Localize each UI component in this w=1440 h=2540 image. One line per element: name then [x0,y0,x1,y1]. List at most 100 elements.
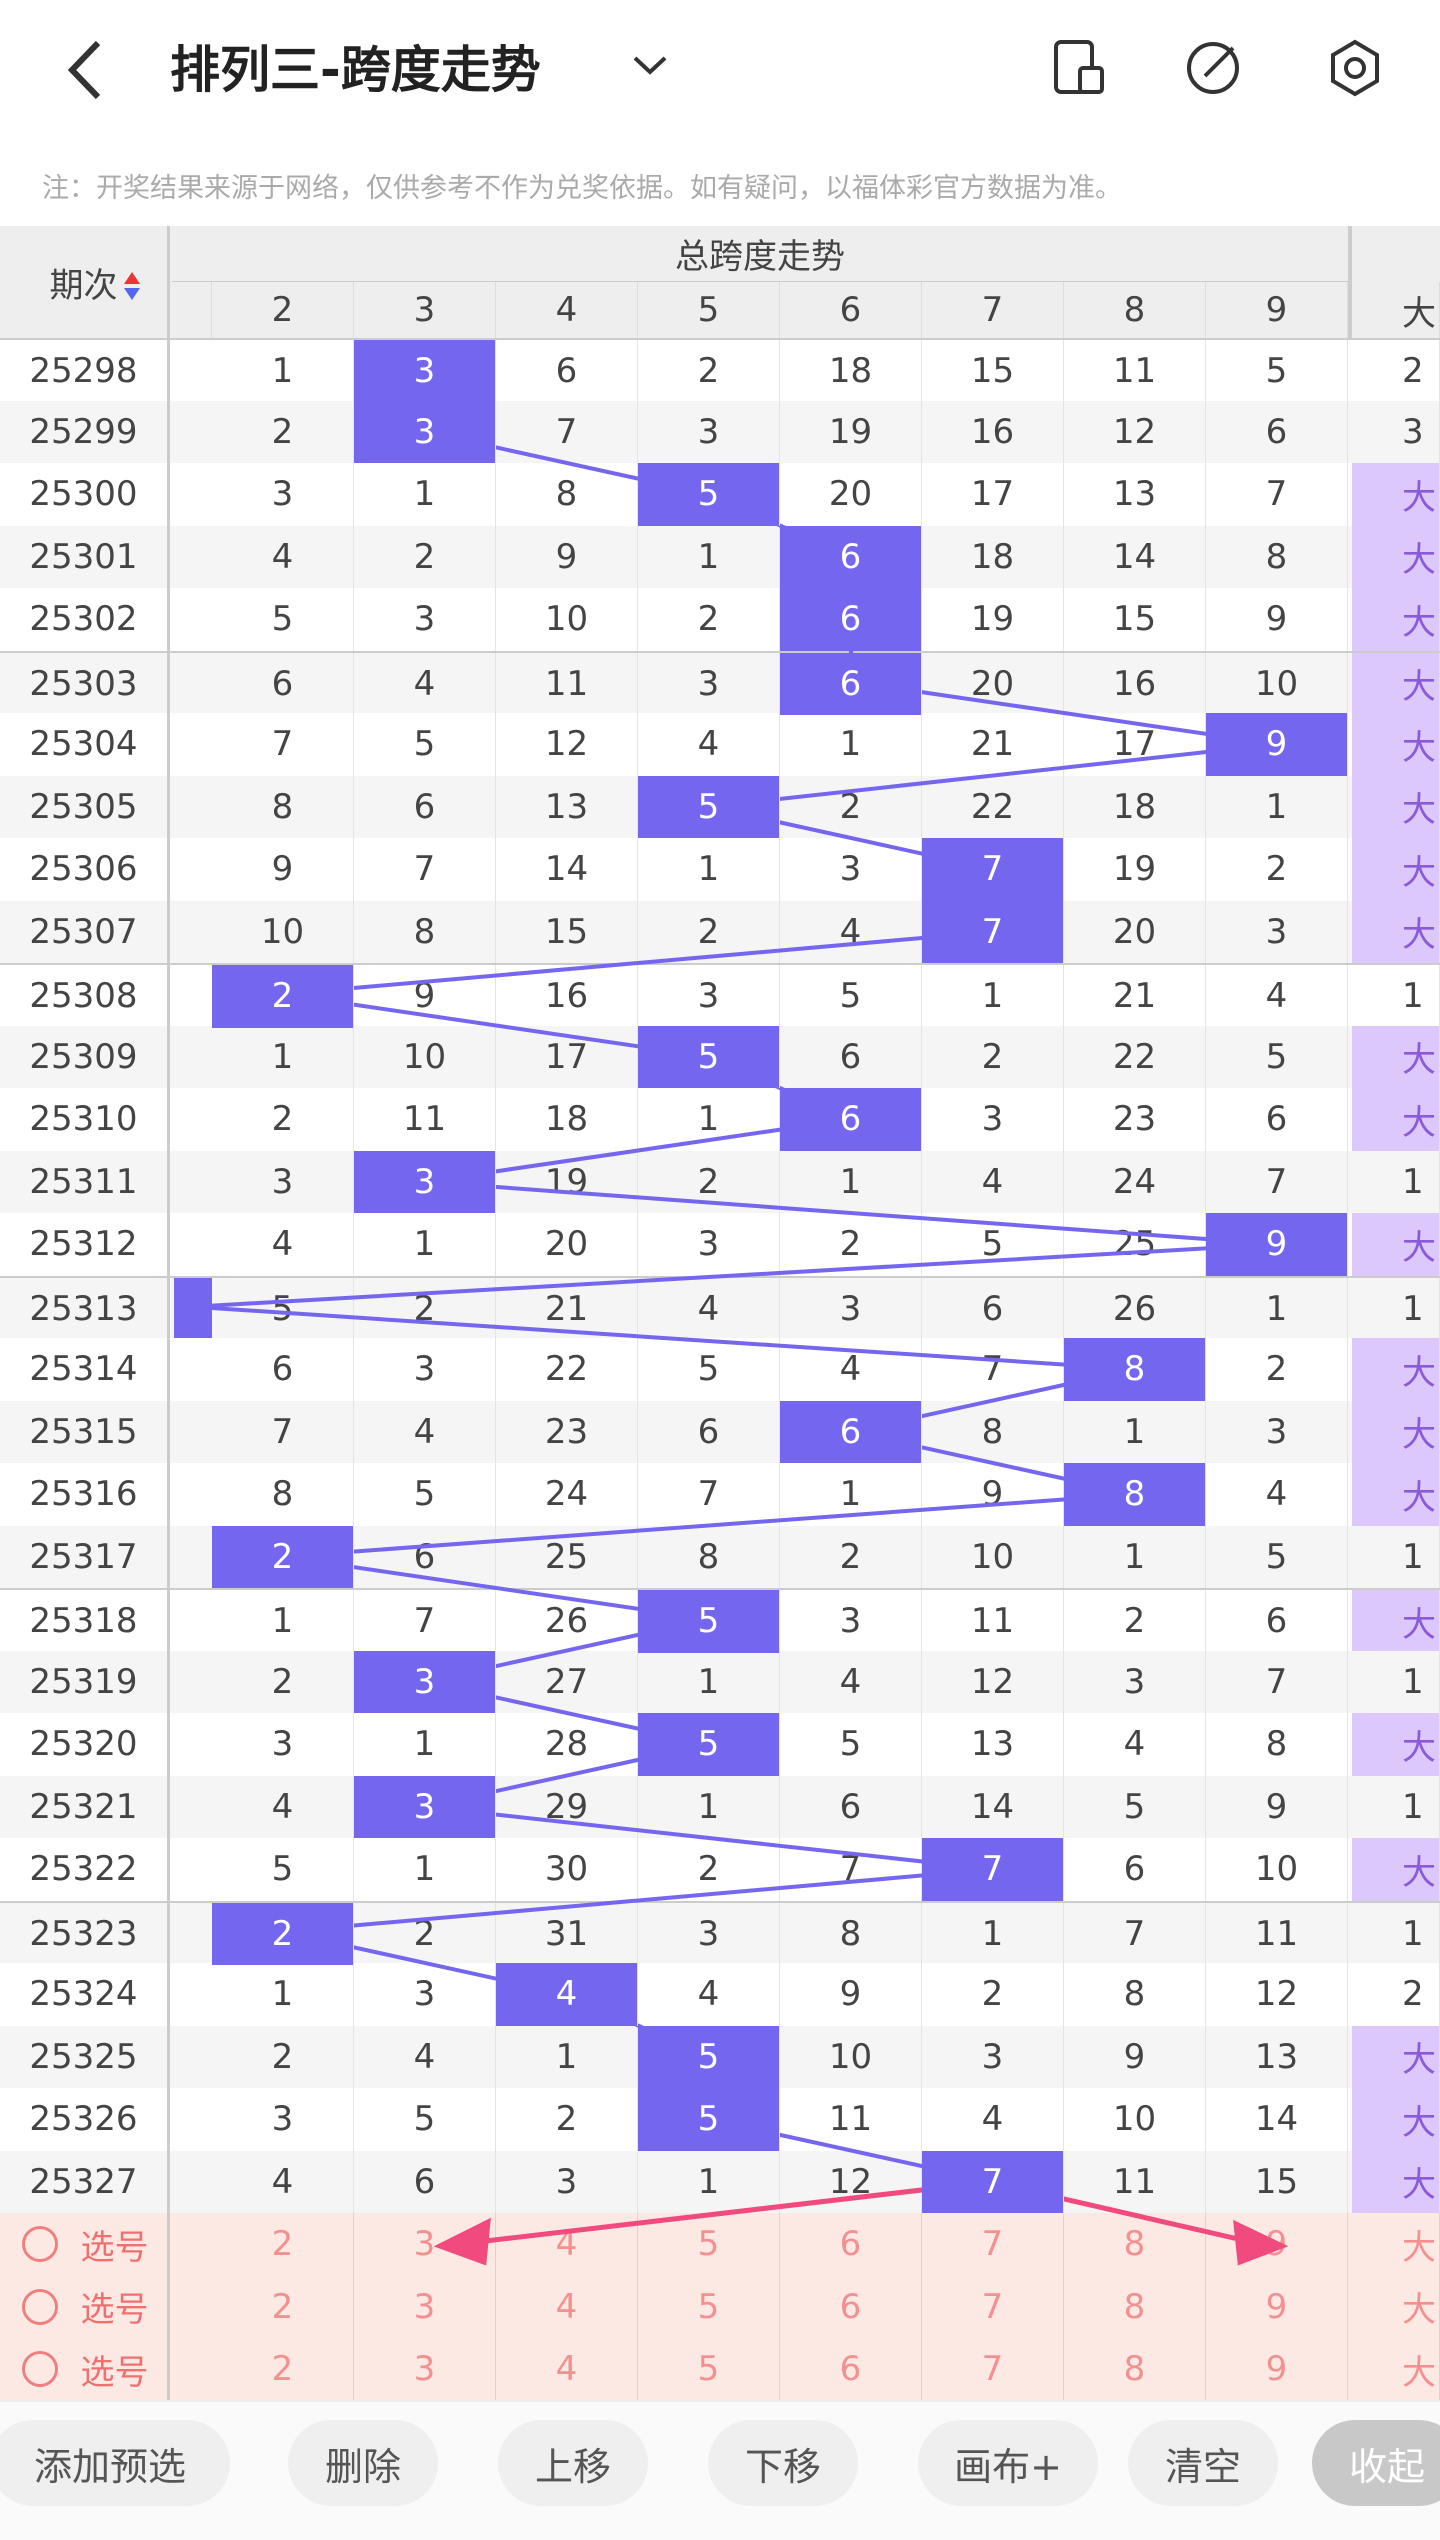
select-cell[interactable]: 6 [780,2213,922,2276]
period: 25316 [0,1463,170,1526]
hit-cell: 3 [354,400,496,463]
cell: 7 [496,400,638,463]
cell: 11 [922,1590,1064,1653]
select-cell[interactable]: 5 [638,2338,780,2401]
select-cell[interactable]: 7 [922,2338,1064,2401]
cell: 19 [496,1150,638,1213]
cell: 4 [1206,965,1348,1028]
select-cell[interactable]: 7 [922,2275,1064,2338]
cell: 3 [496,2150,638,2213]
cell: 5 [922,1213,1064,1276]
select-cell[interactable]: 9 [1206,2275,1348,2338]
cell: 3 [354,588,496,651]
hit-cell: 5 [638,1025,780,1088]
cell: 5 [1206,1525,1348,1588]
cell: 大 [1352,1713,1440,1776]
table-row: 25325 2 4 1 5 10 3 9 13 大 [0,2025,1440,2088]
select-cell[interactable]: 3 [354,2275,496,2338]
select-cell[interactable]: 大 [1352,2338,1440,2401]
hit-cell: 3 [354,1775,496,1838]
select-cell[interactable]: 5 [638,2275,780,2338]
button[interactable]: 收起 [1312,2420,1440,2506]
cell: 大 [1352,652,1440,715]
dropdown-icon[interactable] [630,50,670,80]
select-checkbox[interactable] [22,2226,58,2262]
cell: 17 [922,463,1064,526]
cell: 12 [496,713,638,776]
cell: 6 [354,775,496,838]
select-cell[interactable]: 2 [212,2213,354,2276]
back-button[interactable] [60,35,110,105]
cell: 3 [212,463,354,526]
cell: 1 [1352,1902,1440,1965]
button[interactable]: 添加预选 [0,2420,230,2506]
cell: 31 [496,1902,638,1965]
table-row: 25318 1 7 26 5 3 11 2 6 大 [0,1588,1440,1653]
button[interactable]: 上移 [498,2420,648,2506]
cell: 1 [354,1838,496,1901]
cell: 13 [1206,2025,1348,2088]
cell: 14 [1206,2088,1348,2151]
cell: 5 [212,1277,354,1340]
select-cell[interactable]: 2 [212,2275,354,2338]
cell: 10 [1064,2088,1206,2151]
cell: 17 [1064,713,1206,776]
hit-cell: 2 [212,1902,354,1965]
cell: 2 [212,1650,354,1713]
select-cell[interactable]: 4 [496,2213,638,2276]
cell: 24 [1064,1150,1206,1213]
cell: 4 [1206,1463,1348,1526]
select-cell[interactable]: 2 [212,2338,354,2401]
period: 25320 [0,1713,170,1776]
period: 25300 [0,463,170,526]
hit-cell: 9 [1206,1213,1348,1276]
cell: 14 [496,838,638,901]
select-cell[interactable]: 9 [1206,2213,1348,2276]
cell: 2 [496,2088,638,2151]
button[interactable]: 下移 [708,2420,858,2506]
icon-share[interactable] [1185,38,1245,98]
select-cell[interactable]: 4 [496,2275,638,2338]
cell: 7 [212,1400,354,1463]
select-cell[interactable]: 3 [354,2213,496,2276]
hit-cell: 3 [354,340,496,403]
cell: 8 [496,463,638,526]
col-header [172,282,212,338]
cell: 2 [1064,1590,1206,1653]
icon-layout[interactable] [1050,38,1110,98]
cell: 13 [1064,463,1206,526]
period: 25317 [0,1525,170,1588]
select-checkbox[interactable] [22,2351,58,2387]
icon-settings[interactable] [1325,38,1385,98]
select-cell[interactable]: 9 [1206,2338,1348,2401]
select-cell[interactable]: 4 [496,2338,638,2401]
select-cell[interactable]: 大 [1352,2275,1440,2338]
select-cell[interactable]: 6 [780,2338,922,2401]
cell: 1 [1064,1400,1206,1463]
select-cell[interactable]: 3 [354,2338,496,2401]
select-cell[interactable]: 5 [638,2213,780,2276]
select-cell[interactable]: 大 [1352,2213,1440,2276]
select-cell[interactable]: 8 [1064,2213,1206,2276]
button[interactable]: 清空 [1128,2420,1278,2506]
select-checkbox[interactable] [22,2288,58,2325]
select-cell[interactable]: 6 [780,2275,922,2338]
cell: 3 [638,1213,780,1276]
cell: 25 [496,1525,638,1588]
cell: 12 [780,2150,922,2213]
button[interactable]: 画布+ [918,2420,1098,2506]
table-row: 25324 1 3 4 4 9 2 8 12 2 [0,1963,1440,2026]
hit-cell: 6 [780,588,922,651]
button[interactable]: 删除 [288,2420,438,2506]
select-cell[interactable]: 8 [1064,2275,1206,2338]
select-cell[interactable]: 8 [1064,2338,1206,2401]
cell: 21 [496,1277,638,1340]
cell: 1 [638,2150,780,2213]
sort-icon [124,288,140,308]
cell: 1 [922,965,1064,1028]
select-cell[interactable]: 7 [922,2213,1064,2276]
cell: 12 [1064,400,1206,463]
cell: 11 [354,1088,496,1151]
table-row: 25316 8 5 24 7 1 9 8 4 大 [0,1463,1440,1526]
table-row: 25300 3 1 8 5 20 17 13 7 大 [0,463,1440,526]
